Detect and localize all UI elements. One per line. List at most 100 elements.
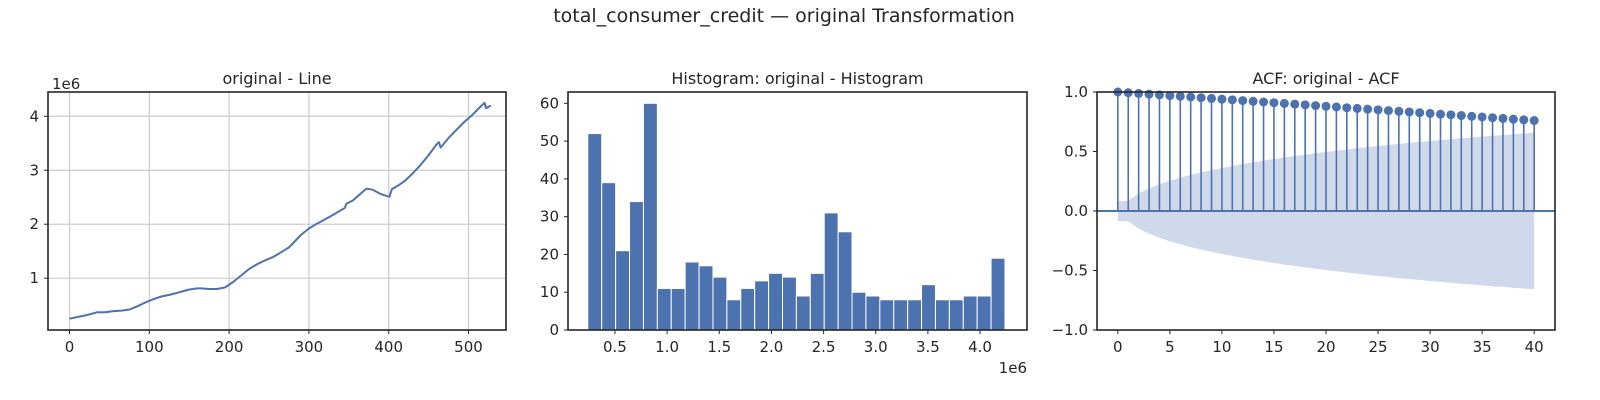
x-tick-label: 1.0 bbox=[655, 338, 679, 356]
x-tick-label: 300 bbox=[295, 338, 324, 356]
acf-point bbox=[1290, 99, 1300, 109]
acf-point bbox=[1311, 101, 1321, 111]
histogram-bar bbox=[976, 295, 992, 331]
y-tick-label: 0.5 bbox=[1064, 143, 1088, 161]
y-tick-label: 1.0 bbox=[1064, 83, 1088, 101]
x-tick-label: 35 bbox=[1473, 338, 1492, 356]
x-tick-label: 40 bbox=[1525, 338, 1544, 356]
histogram-bar bbox=[642, 102, 658, 331]
histogram-bar bbox=[990, 257, 1006, 331]
histogram-bar bbox=[712, 276, 728, 331]
histogram-bar bbox=[629, 201, 644, 331]
y-tick-label: 0.0 bbox=[1064, 202, 1088, 220]
acf-point bbox=[1363, 104, 1373, 114]
acf-point bbox=[1259, 97, 1269, 107]
acf-point bbox=[1498, 113, 1508, 123]
histogram-bar bbox=[893, 299, 909, 331]
x-tick-label: 0 bbox=[65, 338, 75, 356]
y-tick-label: 0 bbox=[549, 321, 559, 339]
acf-point bbox=[1175, 91, 1185, 101]
acf-point bbox=[1446, 110, 1456, 120]
histogram-bar bbox=[809, 272, 825, 331]
acf-point bbox=[1508, 114, 1518, 124]
x-tick-label: 4.0 bbox=[968, 338, 992, 356]
histogram-bar bbox=[768, 272, 783, 331]
y-tick-label: 1 bbox=[29, 269, 39, 287]
histogram-bar bbox=[740, 287, 756, 331]
x-tick-label: 25 bbox=[1368, 338, 1387, 356]
acf-point bbox=[1227, 95, 1237, 105]
acf-point bbox=[1467, 111, 1477, 121]
histogram-bar bbox=[879, 299, 895, 331]
x-tick-label: 1.5 bbox=[707, 338, 731, 356]
acf-point bbox=[1383, 106, 1393, 116]
acf-point bbox=[1394, 106, 1404, 116]
acf-point bbox=[1279, 98, 1289, 108]
acf-point bbox=[1529, 116, 1539, 126]
acf-point bbox=[1207, 93, 1216, 103]
y-tick-label: −1.0 bbox=[1052, 321, 1088, 339]
acf-point bbox=[1342, 103, 1352, 113]
histogram-bar bbox=[934, 299, 950, 331]
acf-point bbox=[1134, 88, 1144, 98]
x-offset-label: 1e6 bbox=[999, 359, 1027, 377]
histogram-bar bbox=[684, 261, 700, 331]
acf-point bbox=[1186, 92, 1196, 102]
acf-point bbox=[1165, 91, 1175, 101]
histogram-bar bbox=[670, 287, 686, 331]
x-tick-label: 20 bbox=[1316, 338, 1335, 356]
acf-point bbox=[1331, 102, 1341, 112]
x-tick-label: 2.0 bbox=[759, 338, 783, 356]
histogram-bar bbox=[948, 299, 964, 331]
acf-point bbox=[1373, 105, 1383, 115]
y-tick-label: 4 bbox=[29, 107, 39, 125]
y-tick-label: 60 bbox=[540, 94, 559, 112]
y-offset-label: 1e6 bbox=[52, 75, 80, 93]
x-tick-label: 2.5 bbox=[812, 338, 836, 356]
chart-title: original - Line bbox=[222, 69, 331, 88]
x-tick-label: 3.5 bbox=[916, 338, 940, 356]
histogram-bar bbox=[656, 287, 672, 331]
x-tick-label: 10 bbox=[1212, 338, 1231, 356]
x-tick-label: 500 bbox=[454, 338, 483, 356]
x-tick-label: 400 bbox=[374, 338, 403, 356]
x-tick-label: 5 bbox=[1165, 338, 1175, 356]
line-chart-panel: 0 100 200 300 400 500 1 2 3 4 original - Line 1e6 bbox=[29, 69, 507, 356]
y-tick-label: 50 bbox=[540, 132, 559, 150]
histogram-bar bbox=[726, 299, 742, 331]
acf-point bbox=[1321, 101, 1331, 111]
x-tick-label: 3.0 bbox=[864, 338, 888, 356]
y-tick-label: 20 bbox=[540, 245, 559, 263]
acf-point bbox=[1300, 100, 1310, 110]
y-tick-label: 10 bbox=[540, 283, 559, 301]
x-tick-label: 0.5 bbox=[603, 338, 627, 356]
axes-frame bbox=[47, 91, 507, 331]
histogram-bar bbox=[615, 250, 631, 331]
acf-point bbox=[1488, 113, 1498, 123]
histogram-bar bbox=[698, 265, 714, 331]
acf-point bbox=[1144, 89, 1154, 99]
histogram-bar bbox=[754, 280, 770, 331]
histogram-bar bbox=[601, 182, 617, 331]
x-tick-label: 200 bbox=[215, 338, 244, 356]
histogram-bar bbox=[851, 291, 867, 331]
histogram-bar bbox=[865, 295, 881, 331]
acf-point bbox=[1425, 108, 1435, 118]
y-tick-label: −0.5 bbox=[1052, 262, 1088, 280]
histogram-bar bbox=[962, 295, 978, 331]
histogram-bar bbox=[837, 231, 853, 331]
y-tick-label: 2 bbox=[29, 215, 39, 233]
figure-suptitle: total_consumer_credit — original Transfo… bbox=[553, 5, 1015, 27]
x-tick-label: 0 bbox=[1113, 338, 1123, 356]
axes-frame bbox=[567, 91, 1028, 331]
x-tick-label: 15 bbox=[1264, 338, 1283, 356]
acf-point bbox=[1456, 111, 1466, 121]
acf-point bbox=[1404, 107, 1414, 117]
y-tick-label: 30 bbox=[540, 208, 559, 226]
histogram-bar bbox=[823, 212, 839, 331]
series-line bbox=[69, 101, 492, 320]
acf-point bbox=[1519, 115, 1529, 125]
chart-title: ACF: original - ACF bbox=[1252, 69, 1399, 88]
acf-point bbox=[1477, 112, 1487, 122]
